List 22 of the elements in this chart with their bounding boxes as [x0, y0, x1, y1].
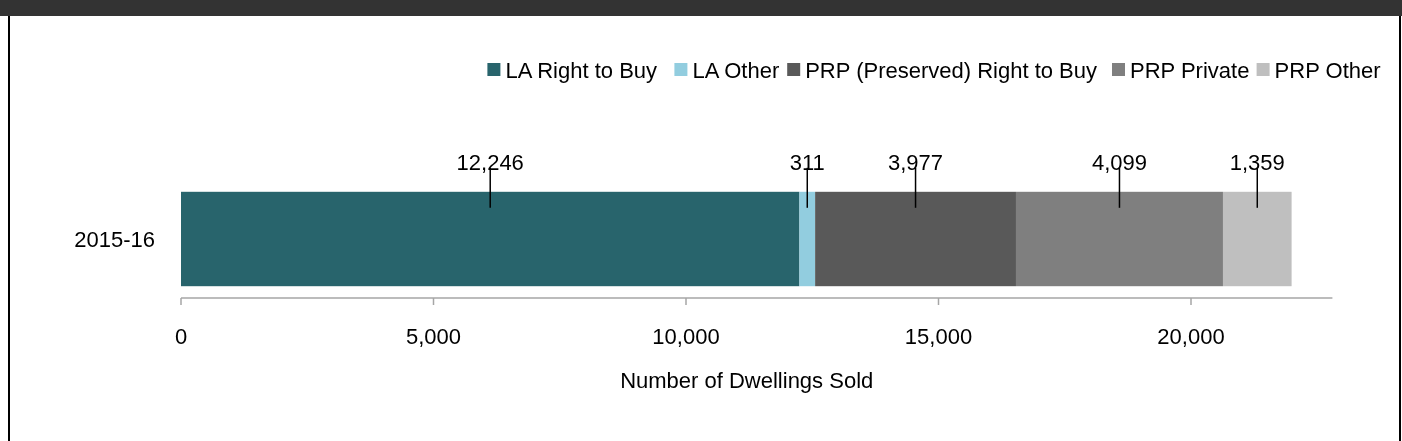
bar — [1222, 191, 1292, 287]
data-label: 311 — [789, 149, 825, 175]
legend-label: LA Other — [692, 58, 780, 83]
x-tick-label: 0 — [174, 324, 188, 349]
bar — [799, 191, 816, 287]
data-label: 4,099 — [1091, 149, 1147, 175]
data-label: 3,977 — [888, 149, 944, 175]
x-axis-title: Number of Dwellings Sold — [620, 368, 874, 393]
legend-label: PRP Private — [1130, 58, 1250, 83]
y-tick-label: 2015-16 — [74, 227, 155, 252]
bar — [181, 191, 800, 287]
data-label: 12,246 — [456, 149, 524, 175]
legend-label: PRP Other — [1274, 58, 1381, 83]
x-tick-label: 20,000 — [1157, 324, 1225, 349]
x-tick-label: 5,000 — [405, 324, 462, 349]
legend-label: LA Right to Buy — [505, 58, 658, 83]
bar — [1015, 191, 1223, 287]
bar — [815, 191, 1016, 287]
data-label: 1,359 — [1229, 149, 1285, 175]
x-tick-label: 15,000 — [904, 324, 973, 349]
legend-label: PRP (Preserved) Right to Buy — [805, 58, 1098, 83]
x-tick-label: 10,000 — [652, 324, 720, 349]
